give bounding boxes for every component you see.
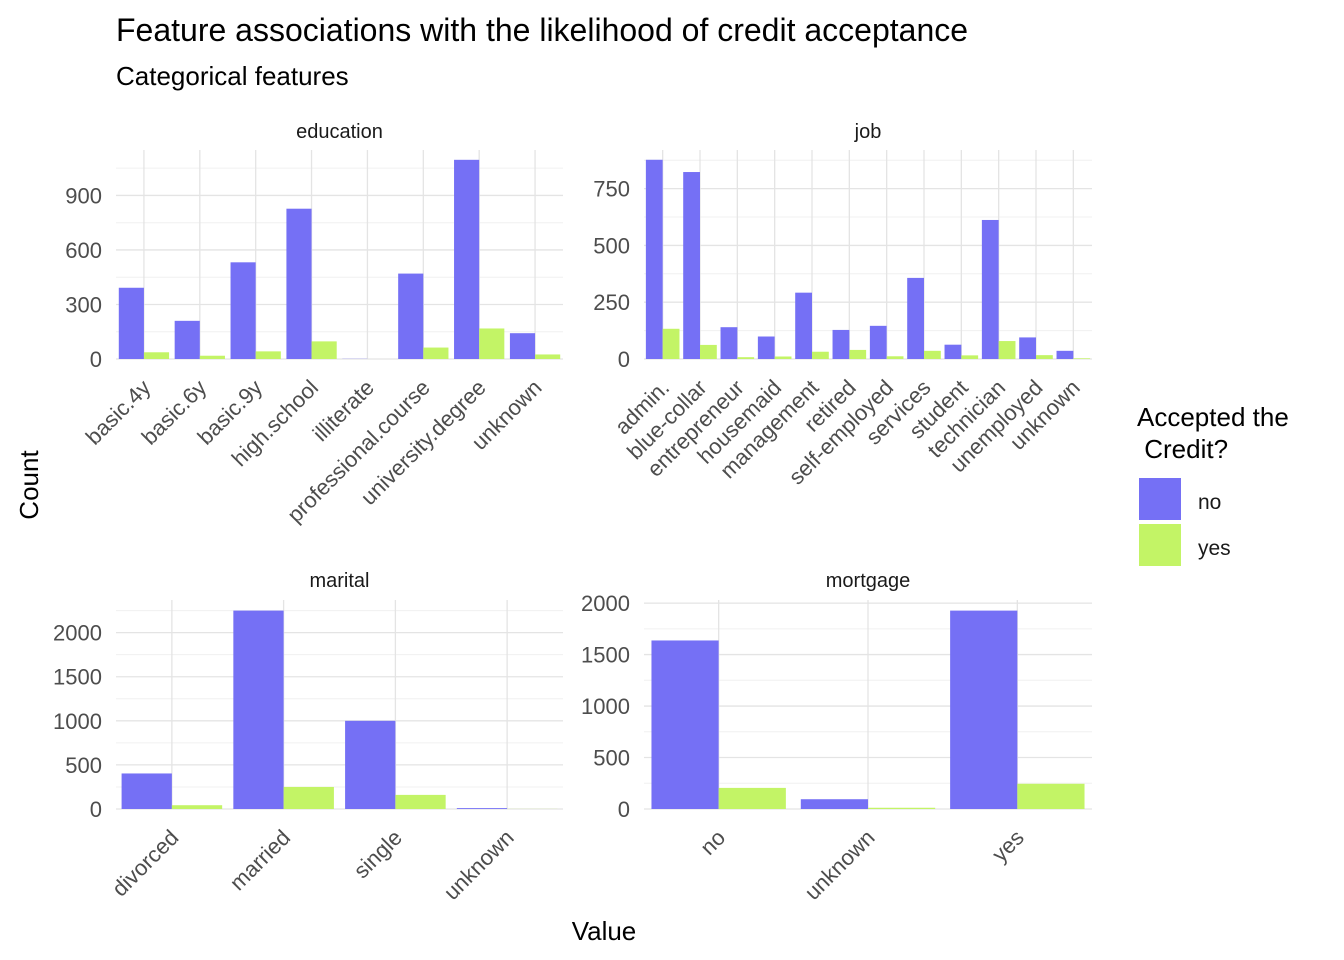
bar-job-housemaid-yes — [774, 356, 792, 359]
bar-job-admin-no — [645, 159, 663, 359]
facet-label: mortgage — [826, 570, 911, 592]
bar-job-unemployed-no — [1019, 337, 1036, 359]
bar-education-university-degree-yes — [479, 328, 505, 359]
facet-panel-marital: marital 0 500 1000 1500 2000 divorced married si… — [53, 570, 563, 905]
y-tick-label: 250 — [593, 290, 630, 315]
bar-mortgage-no-yes — [718, 787, 786, 809]
bar-education-basic-9y-yes — [255, 351, 281, 359]
y-tick-label: 0 — [90, 797, 102, 822]
y-tick-label: 500 — [65, 753, 102, 778]
bar-job-unemployed-yes — [1036, 355, 1053, 359]
legend: Accepted the Credit? no yes — [1137, 402, 1289, 566]
bar-marital-single-no — [345, 720, 396, 809]
bar-job-housemaid-no — [757, 336, 775, 359]
bar-education-high-school-yes — [311, 341, 337, 359]
y-axis-title: Count — [14, 450, 44, 520]
bar-job-retired-no — [832, 329, 850, 359]
facet-label: education — [296, 121, 383, 143]
x-tick-label: single — [349, 825, 407, 883]
chart-subtitle: Categorical features — [116, 61, 349, 91]
facet-panels: education0300600900basic.4ybasic.6ybasic… — [53, 121, 1092, 905]
y-tick-label: 300 — [65, 292, 102, 317]
bar-job-student-no — [944, 344, 962, 359]
facet-panel-mortgage: mortgage 0 500 1000 1500 2000 no unknown yes — [581, 570, 1092, 905]
bar-job-unknown-yes — [1073, 358, 1091, 359]
y-tick-label: 500 — [593, 233, 630, 258]
bar-mortgage-yes-no — [950, 610, 1018, 809]
y-tick-label: 1000 — [53, 709, 102, 734]
bar-education-professional-course-no — [398, 273, 424, 359]
bar-job-student-yes — [961, 355, 979, 359]
facet-panel-job: job0250500750admin.blue-collarentreprene… — [593, 121, 1092, 489]
bar-job-self-employed-no — [869, 325, 887, 359]
x-tick-label: married — [225, 825, 295, 895]
legend-swatch-no — [1139, 478, 1181, 520]
bar-marital-divorced-yes — [171, 805, 223, 809]
facet-panel-education: education0300600900basic.4ybasic.6ybasic… — [65, 121, 563, 527]
x-tick-label: divorced — [107, 825, 183, 901]
bar-education-basic-6y-no — [174, 320, 200, 359]
x-tick-label: unknown — [800, 825, 880, 905]
bar-job-services-no — [907, 277, 924, 359]
x-axis-title: Value — [572, 916, 637, 946]
bar-job-services-yes — [924, 350, 941, 359]
bar-education-basic-6y-yes — [199, 355, 225, 359]
legend-label-yes: yes — [1198, 537, 1231, 560]
bar-mortgage-unknown-yes — [868, 807, 936, 809]
y-tick-label: 0 — [90, 347, 102, 372]
bar-education-basic-9y-no — [230, 262, 256, 359]
bar-job-management-no — [795, 292, 812, 359]
bar-job-retired-yes — [849, 349, 867, 359]
y-tick-label: 1000 — [581, 694, 630, 719]
legend-swatch-yes — [1139, 524, 1181, 566]
bar-mortgage-unknown-no — [800, 799, 868, 809]
bar-education-high-school-no — [286, 208, 312, 359]
legend-label-no: no — [1198, 491, 1221, 514]
x-tick-label: yes — [987, 825, 1029, 867]
bar-job-unknown-no — [1056, 350, 1074, 359]
bar-job-entrepreneur-yes — [737, 357, 755, 359]
y-tick-label: 750 — [593, 177, 630, 202]
bar-mortgage-no-no — [651, 640, 719, 809]
legend-title-line1: Accepted the — [1137, 402, 1289, 432]
bar-education-basic-4y-yes — [143, 352, 170, 359]
y-tick-label: 0 — [618, 797, 630, 822]
bar-education-unknown-no — [509, 333, 536, 359]
y-tick-label: 2000 — [53, 621, 102, 646]
bar-job-technician-no — [981, 219, 999, 359]
y-tick-label: 600 — [65, 238, 102, 263]
bar-job-technician-yes — [998, 341, 1016, 359]
y-tick-label: 1500 — [53, 665, 102, 690]
x-tick-label: unknown — [439, 825, 519, 905]
bar-education-university-degree-no — [454, 159, 480, 359]
bar-marital-unknown-no — [456, 808, 508, 809]
y-tick-label: 1500 — [581, 643, 630, 668]
facet-label: marital — [309, 570, 369, 592]
legend-title-line2: Credit? — [1137, 434, 1228, 464]
bar-education-professional-course-yes — [423, 347, 449, 359]
bar-education-unknown-yes — [535, 354, 561, 359]
bar-job-entrepreneur-no — [720, 327, 738, 359]
facet-label: job — [854, 121, 882, 143]
x-tick-label: no — [695, 825, 730, 860]
y-tick-label: 0 — [618, 347, 630, 372]
bar-marital-single-yes — [395, 794, 446, 809]
bar-job-blue-collar-no — [683, 172, 700, 359]
y-tick-label: 2000 — [581, 591, 630, 616]
bar-marital-divorced-no — [121, 773, 172, 809]
bar-education-basic-4y-no — [118, 287, 144, 359]
bar-job-blue-collar-yes — [700, 344, 717, 359]
bar-mortgage-yes-yes — [1017, 783, 1085, 809]
bar-job-self-employed-yes — [886, 356, 904, 359]
bar-marital-married-yes — [283, 786, 334, 809]
y-tick-label: 900 — [65, 183, 102, 208]
chart-title: Feature associations with the likelihood… — [116, 12, 968, 48]
bar-job-management-yes — [812, 351, 829, 359]
bar-marital-married-no — [233, 610, 284, 809]
bar-job-admin-yes — [662, 328, 680, 359]
y-tick-label: 500 — [593, 746, 630, 771]
